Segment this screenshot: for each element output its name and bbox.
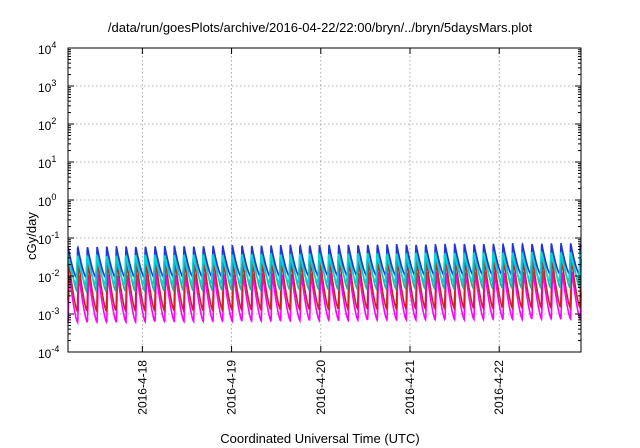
x-tick-label: 2016-4-22	[492, 360, 506, 415]
y-tick-label: 103	[38, 78, 56, 95]
y-tick-label: 104	[38, 40, 56, 57]
y-tick-label: 10-2	[38, 268, 59, 285]
y-tick-label: 101	[38, 154, 56, 171]
ticks: 104 103 102 101 100 10-1 10-2 10-3 10-4 2016-4-18…	[38, 40, 581, 415]
x-tick-label: 2016-4-21	[403, 360, 417, 415]
series-line-2	[67, 257, 582, 314]
x-tick-label: 2016-4-20	[314, 360, 328, 415]
x-tick-label: 2016-4-19	[225, 360, 239, 415]
y-tick-label: 102	[38, 116, 56, 133]
chart-title: /data/run/goesPlots/archive/2016-04-22/2…	[107, 20, 533, 35]
series-line-5	[67, 249, 582, 287]
x-tick-label: 2016-4-18	[135, 360, 149, 415]
x-axis-label: Coordinated Universal Time (UTC)	[220, 431, 420, 446]
y-tick-label: 10-1	[38, 230, 59, 247]
series-group	[67, 241, 582, 326]
series-line-1	[67, 271, 582, 326]
y-tick-label: 10-4	[38, 344, 59, 361]
y-tick-label: 100	[38, 192, 56, 209]
y-tick-label: 10-3	[38, 306, 59, 323]
